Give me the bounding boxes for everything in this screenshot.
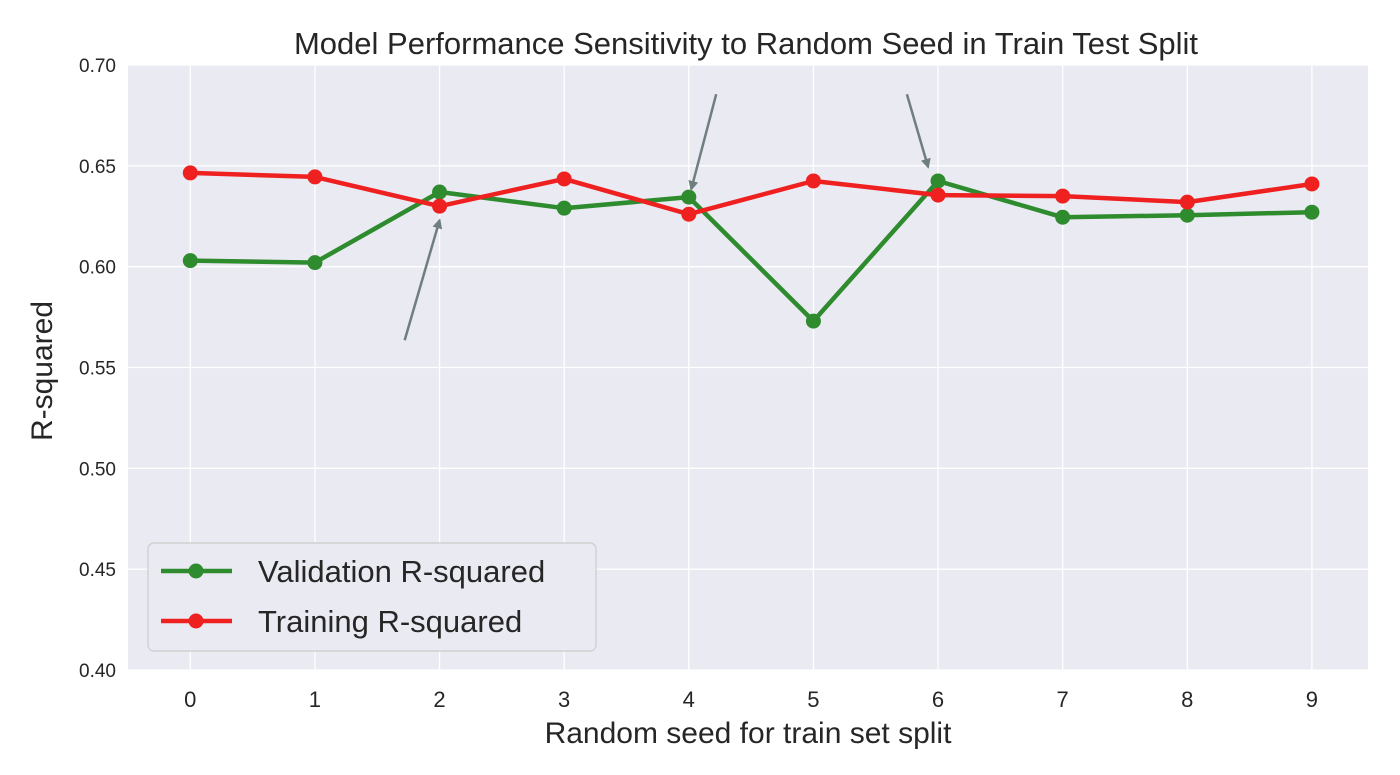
data-point-training [556, 171, 572, 187]
series-group [182, 165, 1320, 329]
data-point-training [805, 173, 821, 189]
x-tick-label: 8 [1181, 687, 1193, 712]
annotation-arrow [905, 93, 931, 169]
data-point-validation [182, 253, 198, 269]
data-point-training [681, 206, 697, 222]
annotation-arrows [403, 93, 931, 341]
chart-title: Model Performance Sensitivity to Random … [294, 26, 1198, 61]
series-line-validation [188, 178, 1315, 324]
data-point-training [307, 169, 323, 185]
data-point-validation [432, 184, 448, 200]
legend: Validation R-squared Training R-squared [147, 542, 597, 652]
x-axis-label: Random seed for train set split [545, 717, 953, 750]
y-tick-label: 0.40 [79, 661, 116, 682]
annotation-arrow [403, 218, 443, 341]
data-point-validation [681, 189, 697, 205]
data-point-validation [930, 173, 946, 189]
x-axis-ticks: 0 1 2 3 4 5 6 7 8 9 [184, 687, 1318, 712]
series-line-training [188, 170, 1315, 217]
data-point-training [182, 165, 198, 181]
legend-swatch-marker [188, 613, 204, 629]
legend-label: Training R-squared [258, 604, 522, 639]
x-tick-label: 6 [932, 687, 944, 712]
data-point-training [930, 187, 946, 203]
y-tick-label: 0.50 [79, 459, 116, 480]
data-point-training [1055, 188, 1071, 204]
x-tick-label: 7 [1057, 687, 1069, 712]
data-point-training [1304, 176, 1320, 192]
data-point-validation [1304, 204, 1320, 220]
y-tick-label: 0.55 [79, 359, 116, 380]
data-point-validation [805, 313, 821, 329]
y-tick-label: 0.70 [79, 56, 116, 77]
y-axis-ticks: 0.40 0.45 0.50 0.55 0.60 0.65 0.70 [79, 56, 116, 682]
x-tick-label: 9 [1306, 687, 1318, 712]
legend-label: Validation R-squared [258, 554, 545, 589]
x-tick-label: 5 [807, 687, 819, 712]
y-tick-label: 0.60 [79, 258, 116, 279]
x-tick-label: 1 [309, 687, 321, 712]
x-tick-label: 0 [184, 687, 196, 712]
x-tick-label: 4 [683, 687, 695, 712]
data-point-validation [307, 255, 323, 271]
data-point-validation [556, 200, 572, 216]
data-point-validation [1055, 209, 1071, 225]
legend-box [147, 542, 597, 652]
legend-swatch-marker [188, 563, 204, 579]
y-tick-label: 0.45 [79, 560, 116, 581]
data-point-training [1179, 194, 1195, 210]
y-axis-label: R-squared [26, 301, 59, 441]
data-point-training [432, 198, 448, 214]
data-point-validation [1179, 207, 1195, 223]
y-tick-label: 0.65 [79, 157, 116, 178]
x-tick-label: 3 [558, 687, 570, 712]
annotation-arrow [688, 93, 718, 191]
x-tick-label: 2 [433, 687, 445, 712]
